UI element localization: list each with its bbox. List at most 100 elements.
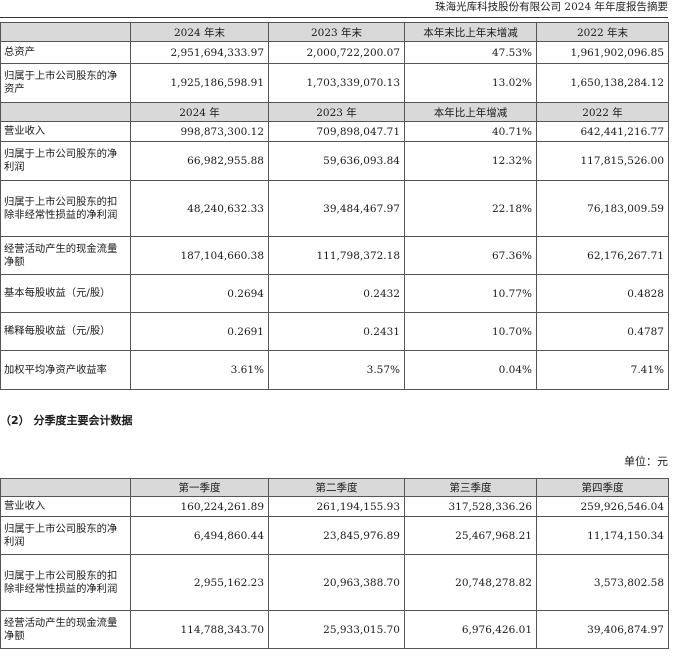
cell-value: 2,955,162.23 bbox=[130, 554, 269, 611]
row-label: 加权平均净资产收益率 bbox=[0, 350, 131, 390]
cell-value: 0.2431 bbox=[268, 312, 405, 351]
cell-value: 117,815,526.00 bbox=[536, 141, 669, 181]
header-cell bbox=[0, 22, 131, 42]
cell-value: 0.04% bbox=[404, 350, 537, 390]
row-label: 营业收入 bbox=[0, 496, 131, 517]
cell-value: 2,951,694,333.97 bbox=[130, 41, 269, 64]
cell-value: 0.2691 bbox=[130, 312, 269, 351]
unit-label: 单位：元 bbox=[624, 455, 668, 468]
cell-value: 66,982,955.88 bbox=[130, 141, 269, 181]
table-row: 营业收入 998,873,300.12 709,898,047.71 40.71… bbox=[0, 121, 669, 142]
cell-value: 10.70% bbox=[404, 312, 537, 351]
cell-value: 13.02% bbox=[404, 63, 537, 103]
header-cell: 第二季度 bbox=[268, 478, 405, 497]
cell-value: 998,873,300.12 bbox=[130, 121, 269, 142]
cell-value: 3,573,802.58 bbox=[536, 554, 669, 611]
table-row: 归属于上市公司股东的扣除非经常性损益的净利润 48,240,632.33 39,… bbox=[0, 180, 669, 237]
cell-value: 0.2432 bbox=[268, 274, 405, 313]
cell-value: 0.4787 bbox=[536, 312, 669, 351]
row-label: 归属于上市公司股东的净利润 bbox=[0, 141, 131, 181]
header-cell: 2022 年 bbox=[536, 102, 669, 122]
cell-value: 0.2694 bbox=[130, 274, 269, 313]
section-title: （2） 分季度主要会计数据 bbox=[0, 414, 133, 427]
header-cell bbox=[0, 478, 131, 497]
cell-value: 3.57% bbox=[268, 350, 405, 390]
cell-value: 0.4828 bbox=[536, 274, 669, 313]
header-cell: 2024 年 bbox=[130, 102, 269, 122]
cell-value: 11,174,150.34 bbox=[536, 516, 669, 555]
cell-value: 48,240,632.33 bbox=[130, 180, 269, 237]
row-label: 总资产 bbox=[0, 41, 131, 64]
cell-value: 39,484,467.97 bbox=[268, 180, 405, 237]
header-cell: 第四季度 bbox=[536, 478, 669, 497]
header-cell: 本年比上年增减 bbox=[404, 102, 537, 122]
row-label: 营业收入 bbox=[0, 121, 131, 142]
cell-value: 39,406,874.97 bbox=[536, 610, 669, 649]
table-header-row: 第一季度 第二季度 第三季度 第四季度 bbox=[0, 478, 669, 497]
cell-value: 160,224,261.89 bbox=[130, 496, 269, 517]
cell-value: 259,926,546.04 bbox=[536, 496, 669, 517]
cell-value: 1,650,138,284.12 bbox=[536, 63, 669, 103]
report-header: 珠海光库科技股份有限公司 2024 年年度报告摘要 bbox=[435, 1, 668, 13]
cell-value: 642,441,216.77 bbox=[536, 121, 669, 142]
table-row: 营业收入 160,224,261.89 261,194,155.93 317,5… bbox=[0, 496, 669, 517]
header-rule bbox=[0, 17, 668, 18]
header-cell: 2023 年 bbox=[268, 102, 405, 122]
table-row: 经营活动产生的现金流量净额 187,104,660.38 111,798,372… bbox=[0, 236, 669, 275]
row-label: 稀释每股收益（元/股） bbox=[0, 312, 131, 351]
row-label: 经营活动产生的现金流量净额 bbox=[0, 236, 131, 275]
cell-value: 20,963,388.70 bbox=[268, 554, 405, 611]
row-label: 归属于上市公司股东的扣除非经常性损益的净利润 bbox=[0, 180, 131, 237]
cell-value: 6,976,426.01 bbox=[404, 610, 537, 649]
table-row: 归属于上市公司股东的扣除非经常性损益的净利润 2,955,162.23 20,9… bbox=[0, 554, 669, 611]
cell-value: 1,703,339,070.13 bbox=[268, 63, 405, 103]
cell-value: 114,788,343.70 bbox=[130, 610, 269, 649]
cell-value: 709,898,047.71 bbox=[268, 121, 405, 142]
table-row: 总资产 2,951,694,333.97 2,000,722,200.07 47… bbox=[0, 41, 669, 64]
table-row: 归属于上市公司股东的净利润 66,982,955.88 59,636,093.8… bbox=[0, 141, 669, 181]
table-row: 基本每股收益（元/股） 0.2694 0.2432 10.77% 0.4828 bbox=[0, 274, 669, 313]
cell-value: 1,961,902,096.85 bbox=[536, 41, 669, 64]
cell-value: 111,798,372.18 bbox=[268, 236, 405, 275]
table-header-row: 2024 年末 2023 年末 本年末比上年末增减 2022 年末 bbox=[0, 22, 669, 42]
cell-value: 2,000,722,200.07 bbox=[268, 41, 405, 64]
header-cell: 2023 年末 bbox=[268, 22, 405, 42]
row-label: 经营活动产生的现金流量净额 bbox=[0, 610, 131, 649]
table-row: 归属于上市公司股东的净利润 6,494,860.44 23,845,976.89… bbox=[0, 516, 669, 555]
row-label: 归属于上市公司股东的净资产 bbox=[0, 63, 131, 103]
cell-value: 25,467,968.21 bbox=[404, 516, 537, 555]
cell-value: 1,925,186,598.91 bbox=[130, 63, 269, 103]
cell-value: 76,183,009.59 bbox=[536, 180, 669, 237]
row-label: 归属于上市公司股东的净利润 bbox=[0, 516, 131, 555]
row-label: 基本每股收益（元/股） bbox=[0, 274, 131, 313]
row-label: 归属于上市公司股东的扣除非经常性损益的净利润 bbox=[0, 554, 131, 611]
cell-value: 261,194,155.93 bbox=[268, 496, 405, 517]
cell-value: 25,933,015.70 bbox=[268, 610, 405, 649]
cell-value: 47.53% bbox=[404, 41, 537, 64]
cell-value: 20,748,278.82 bbox=[404, 554, 537, 611]
annual-data-table: 2024 年末 2023 年末 本年末比上年末增减 2022 年末 总资产 2,… bbox=[0, 22, 669, 390]
cell-value: 10.77% bbox=[404, 274, 537, 313]
cell-value: 22.18% bbox=[404, 180, 537, 237]
table-row: 归属于上市公司股东的净资产 1,925,186,598.91 1,703,339… bbox=[0, 63, 669, 103]
cell-value: 7.41% bbox=[536, 350, 669, 390]
table-row: 经营活动产生的现金流量净额 114,788,343.70 25,933,015.… bbox=[0, 610, 669, 649]
cell-value: 317,528,336.26 bbox=[404, 496, 537, 517]
cell-value: 3.61% bbox=[130, 350, 269, 390]
cell-value: 12.32% bbox=[404, 141, 537, 181]
header-cell: 第一季度 bbox=[130, 478, 269, 497]
header-cell: 本年末比上年末增减 bbox=[404, 22, 537, 42]
header-cell: 2024 年末 bbox=[130, 22, 269, 42]
table-row: 稀释每股收益（元/股） 0.2691 0.2431 10.70% 0.4787 bbox=[0, 312, 669, 351]
header-cell: 2022 年末 bbox=[536, 22, 669, 42]
table-header-row: 2024 年 2023 年 本年比上年增减 2022 年 bbox=[0, 102, 669, 122]
cell-value: 59,636,093.84 bbox=[268, 141, 405, 181]
cell-value: 62,176,267.71 bbox=[536, 236, 669, 275]
cell-value: 187,104,660.38 bbox=[130, 236, 269, 275]
quarterly-data-table: 第一季度 第二季度 第三季度 第四季度 营业收入 160,224,261.89 … bbox=[0, 478, 669, 649]
cell-value: 23,845,976.89 bbox=[268, 516, 405, 555]
table-row: 加权平均净资产收益率 3.61% 3.57% 0.04% 7.41% bbox=[0, 350, 669, 390]
cell-value: 6,494,860.44 bbox=[130, 516, 269, 555]
header-cell bbox=[0, 102, 131, 122]
cell-value: 40.71% bbox=[404, 121, 537, 142]
